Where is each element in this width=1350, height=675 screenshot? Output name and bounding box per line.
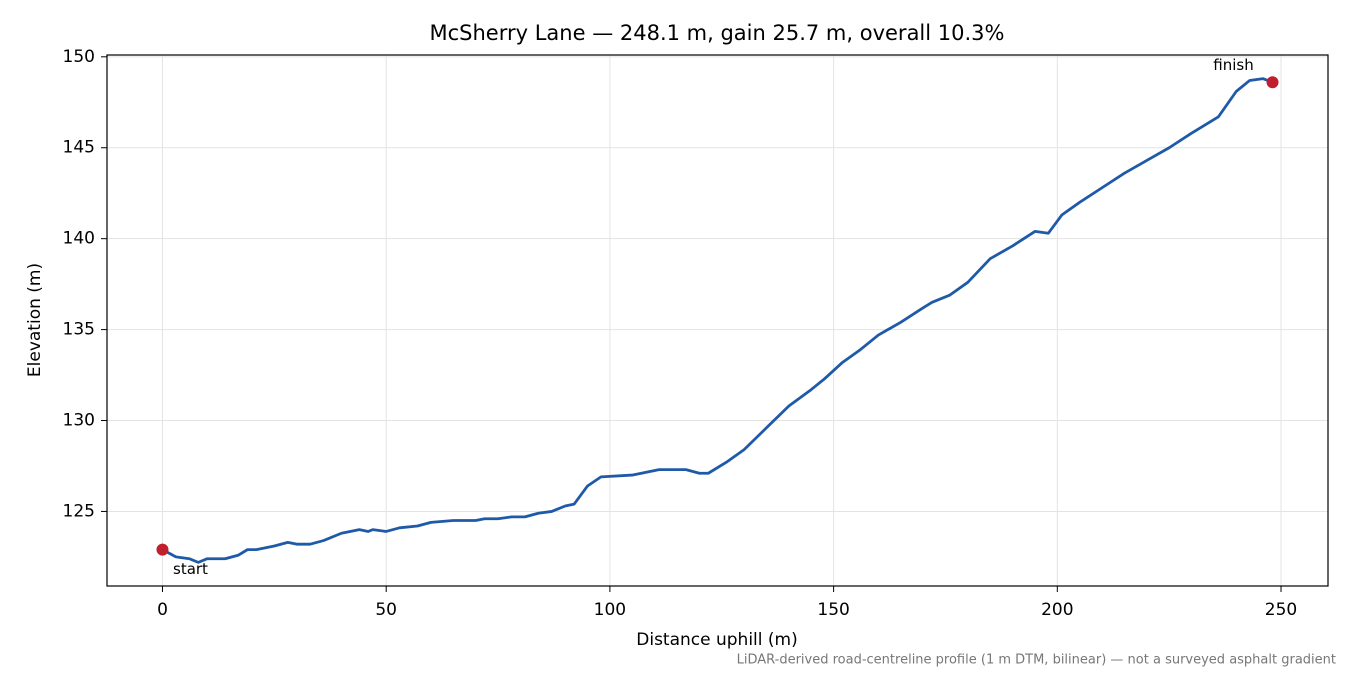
y-axis-label: Elevation (m): [25, 263, 45, 377]
x-axis-label: Distance uphill (m): [636, 630, 797, 650]
y-tick-label: 130: [63, 411, 95, 431]
y-tick-label: 140: [63, 229, 95, 249]
x-tick-label: 0: [157, 600, 168, 620]
plot-frame: [106, 54, 1329, 587]
footnote: LiDAR-derived road-centreline profile (1…: [737, 653, 1336, 668]
x-tick-label: 200: [1041, 600, 1073, 620]
annotation-label: start: [173, 560, 208, 578]
x-tick-label: 250: [1265, 600, 1297, 620]
annotation-marker: [156, 543, 169, 556]
y-tick-label: 150: [63, 47, 95, 67]
annotation-label: finish: [1213, 56, 1253, 74]
x-tick-label: 100: [594, 600, 626, 620]
chart-title: McSherry Lane — 248.1 m, gain 25.7 m, ov…: [430, 21, 1005, 45]
y-tick-label: 145: [63, 138, 95, 158]
x-tick-label: 50: [375, 600, 397, 620]
y-tick-label: 135: [63, 320, 95, 340]
x-tick-label: 150: [817, 600, 849, 620]
elevation-line: [161, 77, 1274, 564]
annotation-marker: [1266, 76, 1279, 89]
y-tick-label: 125: [63, 501, 95, 521]
